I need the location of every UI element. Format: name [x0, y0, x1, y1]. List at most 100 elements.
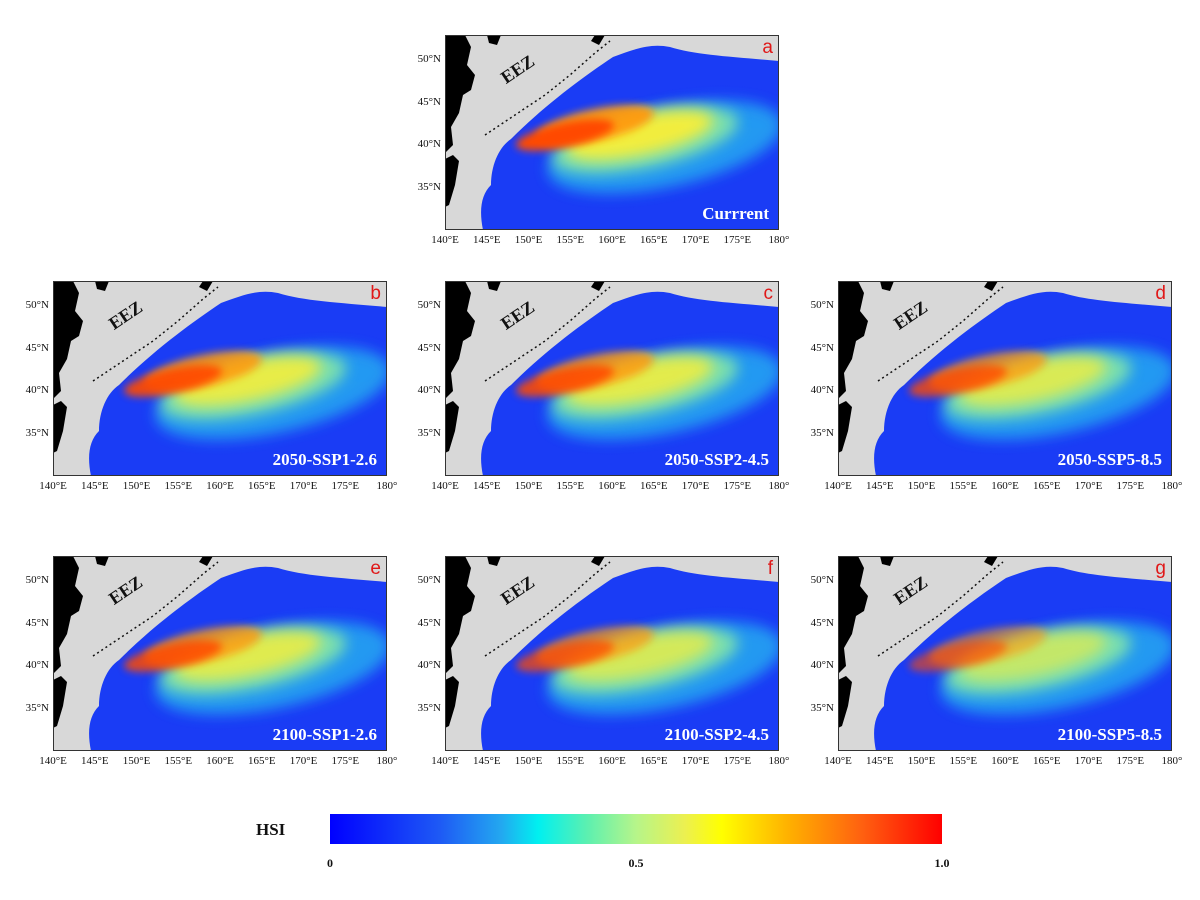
scenario-label: 2050-SSP5-8.5 — [1057, 450, 1162, 469]
islands-black — [445, 35, 605, 207]
lat-tick-label: 45°N — [417, 341, 441, 354]
map-panel-d: EEZ d 2050-SSP5-8.5 — [838, 281, 1172, 476]
lon-tick-label: 170°E — [681, 480, 710, 492]
lat-tick-label: 35°N — [810, 426, 834, 439]
hsi-patch — [516, 119, 614, 151]
lon-tick-label: 145°E — [865, 755, 894, 767]
map-frame — [838, 281, 1172, 476]
lat-tick-label: 35°N — [417, 426, 441, 439]
scenario-label: 2100-SSP5-8.5 — [1057, 725, 1162, 744]
lon-tick-label: 165°E — [639, 234, 668, 246]
lon-tick-label: 145°E — [472, 480, 501, 492]
lon-tick-label: 180° — [768, 755, 790, 767]
hsi-patch — [124, 640, 222, 672]
lon-tick-label: 150°E — [514, 755, 543, 767]
lon-tick-label: 140°E — [39, 480, 67, 492]
map-a — [445, 35, 779, 230]
lon-tick-label: 170°E — [289, 755, 318, 767]
lon-tick-label: 170°E — [681, 755, 710, 767]
lon-tick-label: 160°E — [598, 480, 626, 492]
hsi-patch — [959, 355, 1107, 407]
lon-tick-label: 140°E — [431, 234, 459, 246]
lon-tick-label: 145°E — [80, 480, 109, 492]
hsi-patch — [174, 355, 322, 407]
eez-boundary-line — [484, 561, 611, 657]
scenario-label: Currrent — [702, 204, 769, 223]
lon-tick-label: 165°E — [639, 755, 668, 767]
lon-tick-label: 180° — [768, 480, 790, 492]
lon-tick-label: 155°E — [556, 755, 585, 767]
lat-tick-label: 50°N — [417, 574, 441, 587]
lon-tick-label: 150°E — [907, 480, 936, 492]
map-frame — [53, 556, 387, 751]
colorbar-tick-label: 0.5 — [628, 856, 644, 870]
map-d — [838, 281, 1172, 476]
eez-boundary-line — [484, 286, 611, 382]
lon-tick-label: 155°E — [949, 480, 978, 492]
map-panel-a: EEZ a Currrent — [445, 35, 779, 230]
panel-letter: f — [767, 558, 773, 579]
lat-tick-label: 50°N — [417, 299, 441, 312]
map-frame — [838, 556, 1172, 751]
lon-tick-label: 155°E — [949, 755, 978, 767]
lon-tick-label: 180° — [376, 480, 398, 492]
lat-tick-label: 40°N — [810, 659, 834, 672]
lon-tick-label: 145°E — [472, 755, 501, 767]
map-e — [53, 556, 387, 751]
panel-letter: c — [763, 283, 774, 304]
lon-tick-label: 160°E — [991, 755, 1019, 767]
lon-tick-label: 170°E — [289, 480, 318, 492]
lat-tick-label: 35°N — [417, 701, 441, 714]
lon-tick-label: 160°E — [598, 755, 626, 767]
lat-tick-label: 40°N — [810, 384, 834, 397]
lat-tick-label: 40°N — [25, 659, 49, 672]
hsi-patch — [516, 640, 614, 672]
map-panel-g: EEZ g 2100-SSP5-8.5 — [838, 556, 1172, 751]
lat-tick-label: 50°N — [25, 299, 49, 312]
lon-tick-label: 160°E — [991, 480, 1019, 492]
map-panel-f: EEZ f 2100-SSP2-4.5 — [445, 556, 779, 751]
lon-tick-label: 175°E — [1116, 480, 1145, 492]
hsi-patch — [566, 109, 714, 161]
lat-tick-label: 35°N — [25, 426, 49, 439]
hsi-patch — [174, 630, 322, 682]
map-frame — [445, 556, 779, 751]
lon-tick-label: 175°E — [723, 234, 752, 246]
map-g — [838, 556, 1172, 751]
islands-black — [445, 556, 605, 728]
scenario-label: 2100-SSP2-4.5 — [664, 725, 769, 744]
lat-tick-label: 45°N — [810, 341, 834, 354]
map-panel-c: EEZ c 2050-SSP2-4.5 — [445, 281, 779, 476]
lon-tick-label: 170°E — [1074, 480, 1103, 492]
lon-tick-label: 170°E — [1074, 755, 1103, 767]
lon-tick-label: 155°E — [556, 234, 585, 246]
lon-tick-label: 160°E — [598, 234, 626, 246]
panel-letter: d — [1155, 283, 1166, 304]
eez-boundary-line — [92, 286, 219, 382]
lat-tick-label: 40°N — [417, 659, 441, 672]
lon-tick-label: 140°E — [824, 755, 852, 767]
lon-tick-label: 175°E — [723, 480, 752, 492]
lon-tick-label: 150°E — [514, 480, 543, 492]
hsi-patch — [959, 630, 1107, 682]
lat-tick-label: 45°N — [810, 616, 834, 629]
colorbar-title: HSI — [256, 820, 286, 839]
lon-tick-label: 175°E — [723, 755, 752, 767]
eez-boundary-line — [877, 561, 1004, 657]
lat-tick-label: 35°N — [810, 701, 834, 714]
panel-letter: a — [762, 37, 773, 58]
lat-tick-label: 50°N — [810, 299, 834, 312]
eez-boundary-line — [877, 286, 1004, 382]
hsi-colorbar — [330, 814, 942, 844]
lon-tick-label: 145°E — [80, 755, 109, 767]
lat-tick-label: 50°N — [810, 574, 834, 587]
lon-tick-label: 150°E — [514, 234, 543, 246]
colorbar-tick-label: 1.0 — [934, 856, 950, 870]
lat-tick-label: 45°N — [25, 616, 49, 629]
map-frame — [53, 281, 387, 476]
lon-tick-label: 140°E — [431, 755, 459, 767]
panel-letter: e — [370, 558, 381, 579]
panel-letter: g — [1155, 558, 1166, 579]
lon-tick-label: 165°E — [1032, 755, 1061, 767]
lon-tick-label: 180° — [768, 234, 790, 246]
